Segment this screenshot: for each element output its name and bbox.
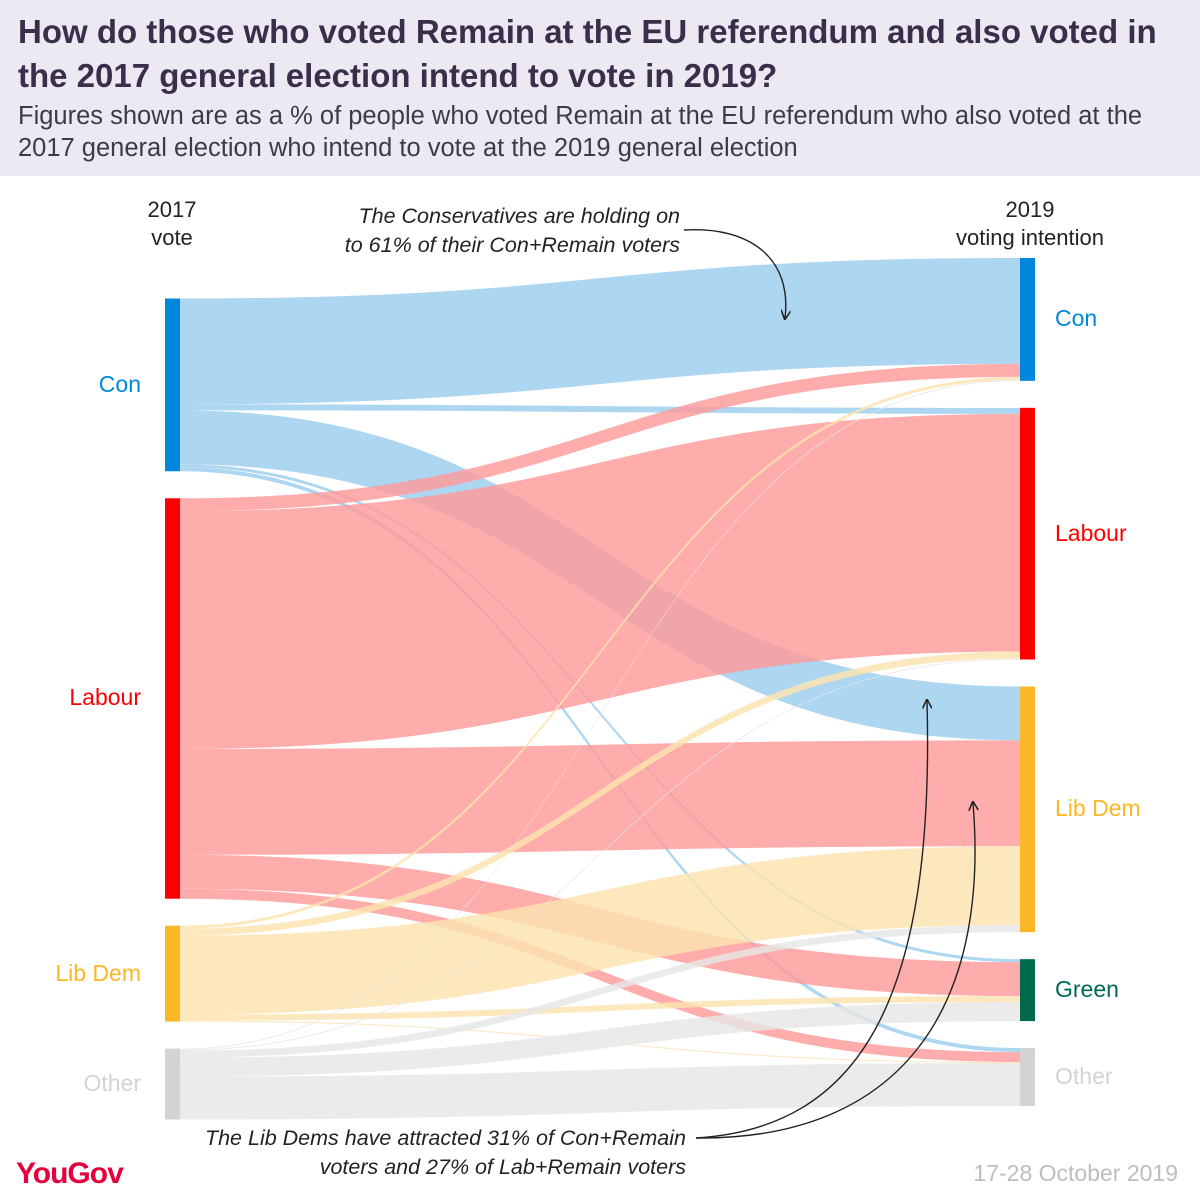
annotation-arrow-conservatives [683, 229, 786, 318]
annotation-conservatives: The Conservatives are holding on to 61% … [300, 202, 680, 260]
source-label-labour: Labour [69, 684, 141, 711]
annotation-libdems: The Lib Dems have attracted 31% of Con+R… [100, 1124, 686, 1182]
target-label-labour: Labour [1055, 519, 1127, 546]
target-label-lib-dem: Lib Dem [1055, 795, 1141, 822]
flow-labour-to-con [180, 363, 1020, 512]
target-label-green: Green [1055, 976, 1119, 1003]
flow-con-to-con [180, 258, 1020, 405]
annotation-bottom-line2: voters and 27% of Lab+Remain voters [319, 1155, 686, 1179]
source-node-con [165, 298, 180, 472]
target-label-con: Con [1055, 305, 1098, 332]
source-label-other: Other [83, 1070, 141, 1097]
source-label-con: Con [98, 370, 141, 397]
target-node-labour [1020, 407, 1035, 660]
annotation-top-line1: The Conservatives are holding on [358, 204, 681, 228]
flow-con-to-green [180, 464, 1020, 963]
flow-other-to-lib-dem [180, 925, 1020, 1058]
target-node-other [1020, 1048, 1035, 1106]
flow-con-to-labour [180, 404, 1020, 414]
flow-labour-to-labour [180, 413, 1020, 749]
target-node-con [1020, 258, 1035, 381]
flow-other-to-con [180, 379, 1020, 1050]
fieldwork-date: 17-28 October 2019 [973, 1160, 1178, 1186]
target-node-lib-dem [1020, 686, 1035, 933]
annotation-bottom-line1: The Lib Dems have attracted 31% of Con+R… [204, 1126, 686, 1150]
source-node-labour [165, 498, 180, 899]
target-label-other: Other [1055, 1063, 1113, 1090]
yougov-logo: YouGov [16, 1157, 124, 1190]
source-label-lib-dem: Lib Dem [55, 959, 141, 986]
header-banner: How do those who voted Remain at the EU … [0, 0, 1200, 176]
flow-other-to-labour [180, 658, 1020, 1051]
flow-labour-to-lib-dem [180, 740, 1020, 855]
annotation-arrows [683, 229, 975, 1139]
flow-lib-dem-to-labour [180, 651, 1020, 936]
flow-lib-dem-to-green [180, 996, 1020, 1021]
flow-lib-dem-to-lib-dem [180, 846, 1020, 1015]
flow-labour-to-other [180, 888, 1020, 1063]
nodes-layer [165, 258, 1035, 1120]
annotation-arrow-libdem-lab [695, 803, 975, 1139]
target-node-green [1020, 959, 1035, 1022]
source-node-lib-dem [165, 925, 180, 1022]
flow-other-to-other [180, 1063, 1020, 1120]
flow-other-to-green [180, 1002, 1020, 1077]
right-header-text: voting intention [956, 225, 1104, 250]
flows-layer [180, 258, 1020, 1120]
chart-subtitle: Figures shown are as a % of people who v… [18, 102, 1143, 162]
right-column-header: 2019 voting intention [925, 196, 1135, 252]
source-node-other [165, 1048, 180, 1120]
annotation-top-line2: to 61% of their Con+Remain voters [344, 233, 680, 257]
flow-lib-dem-to-con [180, 376, 1020, 929]
left-header-text: vote [151, 225, 193, 250]
left-column-header: 2017 vote [122, 196, 222, 252]
chart-title: How do those who voted Remain at the EU … [18, 13, 1157, 94]
right-header-year: 2019 [1005, 197, 1055, 222]
left-header-year: 2017 [147, 197, 197, 222]
annotation-arrow-libdem-con [695, 701, 928, 1139]
